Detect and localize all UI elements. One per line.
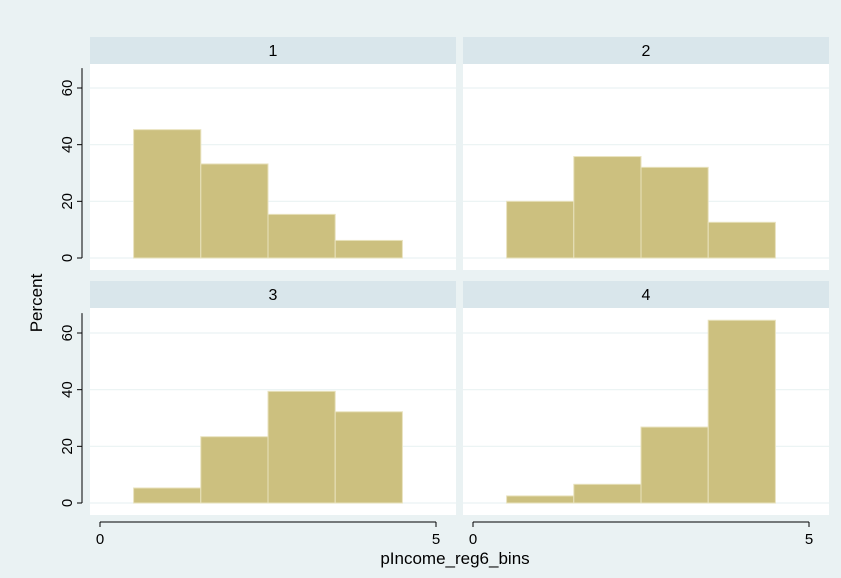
panel-2: 2 bbox=[463, 37, 829, 270]
histogram-bar bbox=[267, 390, 336, 504]
panel-title: 2 bbox=[642, 43, 651, 60]
panel-title: 1 bbox=[269, 43, 278, 60]
panel-1: 1 bbox=[90, 37, 456, 270]
y-tick-label: 20 bbox=[59, 193, 76, 210]
panel-title: 3 bbox=[269, 287, 278, 304]
x-tick-label: 5 bbox=[432, 531, 440, 548]
histogram-bar bbox=[506, 200, 575, 259]
histogram-bar bbox=[707, 221, 776, 259]
histogram-bar bbox=[267, 213, 336, 259]
histogram-bar bbox=[506, 495, 575, 504]
y-tick-label: 0 bbox=[59, 254, 76, 262]
x-tick-label: 0 bbox=[96, 531, 104, 548]
y-tick-label: 40 bbox=[59, 136, 76, 153]
panel-strip bbox=[90, 37, 456, 64]
x-tick-label: 5 bbox=[805, 531, 813, 548]
histogram-bar bbox=[573, 156, 642, 259]
x-axis-label: pIncome_reg6_bins bbox=[380, 549, 529, 568]
panels: 1 2 3 4 bbox=[90, 37, 829, 515]
y-tick-label: 60 bbox=[59, 325, 76, 342]
panel-strip bbox=[463, 281, 829, 308]
y-tick-label: 20 bbox=[59, 438, 76, 455]
histogram-bar bbox=[133, 487, 202, 504]
panel-4: 4 bbox=[463, 281, 829, 515]
panel-strip bbox=[90, 281, 456, 308]
histogram-bar bbox=[640, 166, 709, 259]
axes: 0 20 40 60 0 20 40 60 0 5 0 5 bbox=[59, 68, 813, 548]
histogram-bar bbox=[133, 129, 202, 259]
histogram-bar bbox=[573, 483, 642, 504]
histogram-bar bbox=[334, 239, 403, 259]
histogram-bar bbox=[707, 319, 776, 504]
y-tick-label: 40 bbox=[59, 381, 76, 398]
panel-3: 3 bbox=[90, 281, 456, 515]
y-tick-label: 60 bbox=[59, 80, 76, 97]
y-tick-label: 0 bbox=[59, 499, 76, 507]
x-tick-label: 0 bbox=[469, 531, 477, 548]
y-axis-label: Percent bbox=[27, 273, 46, 332]
panel-strip bbox=[463, 37, 829, 64]
panel-title: 4 bbox=[642, 287, 651, 304]
histogram-bar bbox=[334, 411, 403, 504]
histogram-bar bbox=[200, 163, 269, 259]
histogram-bar bbox=[640, 426, 709, 504]
histogram-bar bbox=[200, 436, 269, 504]
